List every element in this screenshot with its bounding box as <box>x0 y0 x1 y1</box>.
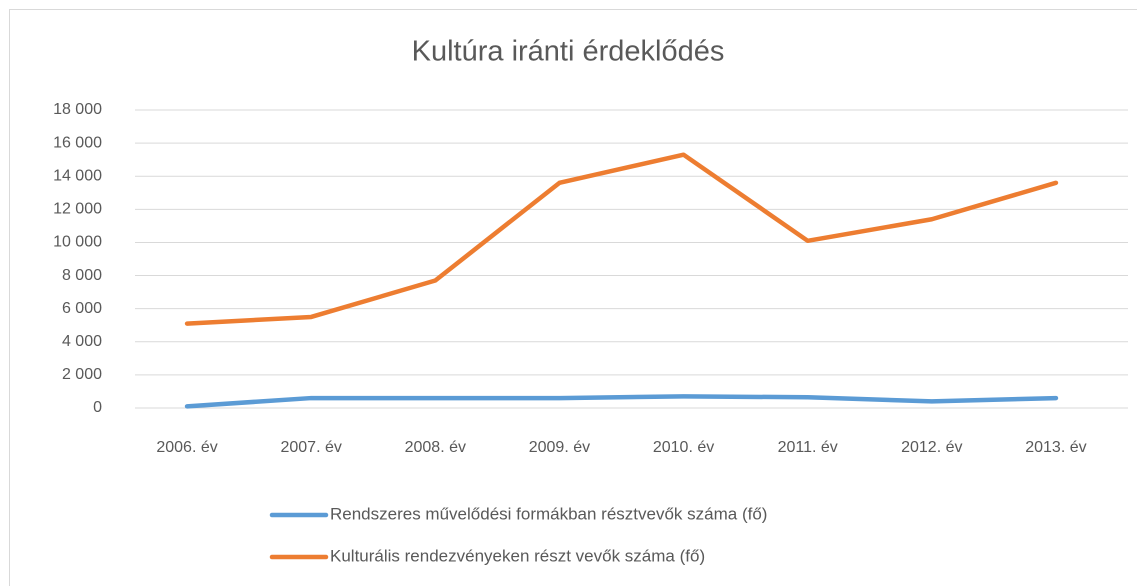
x-tick-label: 2012. év <box>901 439 962 456</box>
legend-label: Kulturális rendezvényeken részt vevők sz… <box>330 546 705 565</box>
legend-label: Rendszeres művelődési formákban résztvev… <box>330 504 767 523</box>
chart-frame <box>9 9 1137 586</box>
y-tick-label: 16 000 <box>53 134 102 151</box>
x-tick-label: 2008. év <box>405 439 466 456</box>
y-tick-label: 8 000 <box>62 267 102 284</box>
y-tick-label: 6 000 <box>62 300 102 317</box>
y-tick-label: 18 000 <box>53 101 102 118</box>
y-tick-label: 4 000 <box>62 333 102 350</box>
y-tick-label: 2 000 <box>62 366 102 383</box>
x-tick-label: 2007. év <box>280 439 341 456</box>
y-tick-label: 0 <box>93 399 102 416</box>
x-tick-label: 2013. év <box>1025 439 1086 456</box>
series-line <box>184 394 1059 409</box>
x-tick-label: 2009. év <box>529 439 590 456</box>
x-tick-label: 2006. év <box>156 439 217 456</box>
y-tick-label: 10 000 <box>53 234 102 251</box>
x-tick-label: 2010. év <box>653 439 714 456</box>
series-line <box>184 152 1059 326</box>
x-tick-label: 2011. év <box>778 439 838 456</box>
y-tick-label: 12 000 <box>53 201 102 218</box>
chart-title: Kultúra iránti érdeklődés <box>412 36 725 68</box>
y-tick-label: 14 000 <box>53 167 102 184</box>
